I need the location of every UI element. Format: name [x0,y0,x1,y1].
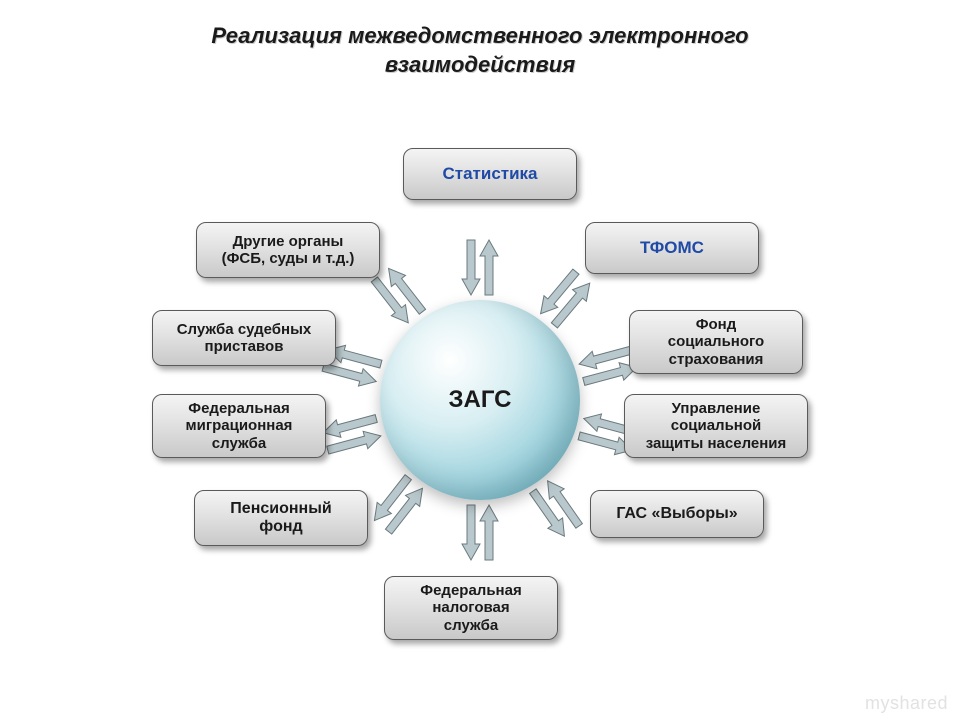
page-title: Реализация межведомственного электронног… [0,22,960,79]
node-label: Управлениесоциальнойзащиты населения [646,400,787,452]
node-label: Другие органы(ФСБ, суды и т.д.) [222,233,355,268]
node-uszn: Управлениесоциальнойзащиты населения [624,394,808,458]
title-line-2: взаимодействия [385,52,575,77]
arrow-tfoms [541,269,579,314]
arrow-stat [462,240,480,295]
arrow-gas [548,481,583,528]
arrow-fms [323,415,377,438]
node-label: Служба судебныхприставов [177,321,312,356]
watermark: myshared [865,693,948,714]
node-tfoms: ТФОМС [585,222,759,274]
node-label: Федеральнаямиграционнаяслужба [186,400,293,452]
node-label: ГАС «Выборы» [616,505,737,523]
hub-label: ЗАГС [449,386,512,414]
node-pfr: Пенсионныйфонд [194,490,368,546]
node-label: Фондсоциальногострахования [668,316,764,368]
arrow-fssp [322,363,376,386]
arrow-fss [579,346,633,369]
arrow-fns [462,505,480,560]
node-stat: Статистика [403,148,577,200]
title-line-1: Реализация межведомственного электронног… [211,23,748,48]
arrow-pfr [385,488,422,534]
node-fss: Фондсоциальногострахования [629,310,803,374]
node-other: Другие органы(ФСБ, суды и т.д.) [196,222,380,278]
node-label: ТФОМС [640,238,704,258]
node-label: Федеральнаяналоговаяслужба [420,582,521,634]
node-label: Пенсионныйфонд [230,500,331,537]
arrow-fns [480,505,498,560]
node-fssp: Служба судебныхприставов [152,310,336,366]
arrow-stat [480,240,498,295]
arrow-other [389,268,426,314]
arrow-fms [327,431,381,454]
arrow-other [371,277,408,323]
node-label: Статистика [442,164,537,184]
node-gas: ГАС «Выборы» [590,490,764,538]
node-fns: Федеральнаяналоговаяслужба [384,576,558,640]
node-fms: Федеральнаямиграционнаяслужба [152,394,326,458]
arrow-pfr [374,475,411,521]
diagram-stage: Реализация межведомственного электронног… [0,0,960,720]
arrow-tfoms [551,283,589,328]
hub-node: ЗАГС [380,300,580,500]
arrow-gas [530,489,565,536]
